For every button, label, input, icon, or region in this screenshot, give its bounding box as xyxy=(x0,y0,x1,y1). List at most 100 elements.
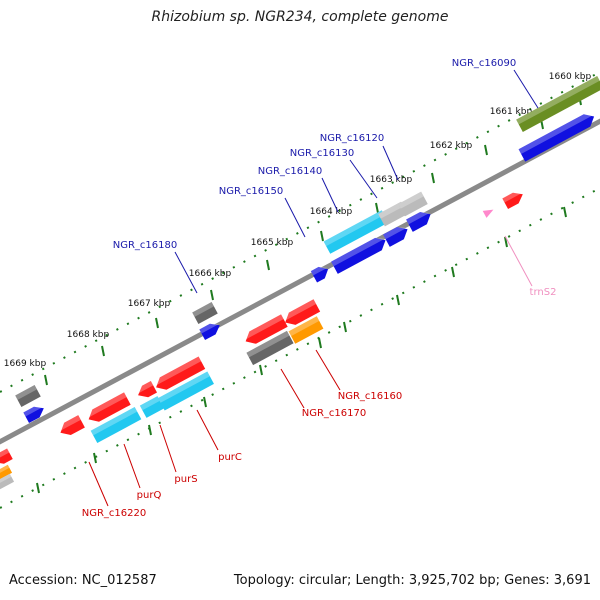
gene-feature-gray-2-shape xyxy=(15,385,41,407)
gene-feature-gray-light-1-highlight xyxy=(378,201,404,219)
inner-tick-track xyxy=(0,187,600,509)
trna-feature-trns2[interactable] xyxy=(482,206,496,218)
gene-feature-gray-1[interactable] xyxy=(192,302,218,324)
gene-feature-cyan-2-shape xyxy=(158,371,214,411)
kbp-label: 1668 kbp xyxy=(67,330,110,340)
gene-feature-gray-light-2[interactable] xyxy=(398,191,428,217)
gene-label-ngr-c16140[interactable]: NGR_c16140 xyxy=(258,166,323,177)
gene-label-ngr-c16160[interactable]: NGR_c16160 xyxy=(338,391,403,402)
trna-label-trns2[interactable]: trnS2 xyxy=(530,287,557,298)
kbp-label: 1661 kbp xyxy=(490,107,533,117)
major-ticks xyxy=(36,94,582,494)
leader-line-ngr-c16180 xyxy=(174,251,198,294)
leader-line-ngr-c16130 xyxy=(349,159,378,199)
leader-line-ngr-c16120 xyxy=(382,145,399,181)
trna-feature-shape xyxy=(482,209,494,218)
major-tick xyxy=(504,236,508,248)
gene-label-ngr-c16170[interactable]: NGR_c16170 xyxy=(302,408,367,419)
gene-feature-blue-5[interactable] xyxy=(310,263,331,283)
topology-summary: Topology: circular; Length: 3,925,702 bp… xyxy=(233,573,591,588)
gene-feature-ngr-c16160-highlight xyxy=(288,316,320,337)
gene-feature-red-4[interactable] xyxy=(57,415,85,439)
gene-feature-ngr-c16160-shape xyxy=(288,316,324,344)
gene-labels: NGR_c16090 NGR_c16120 NGR_c16130 NGR_c16140… xyxy=(82,58,557,519)
major-tick xyxy=(375,202,379,214)
major-tick xyxy=(148,424,152,436)
gene-feature-purc[interactable] xyxy=(153,356,206,394)
gene-feature-red-2-shape xyxy=(245,314,288,344)
gene-feature-purq-shape xyxy=(90,406,142,444)
gene-label-purs[interactable]: purS xyxy=(174,474,197,485)
major-tick xyxy=(343,321,347,333)
gene-feature-blue-3[interactable] xyxy=(383,223,411,247)
major-tick xyxy=(203,396,207,408)
kbp-label: 1660 kbp xyxy=(549,72,592,82)
leader-line-purc xyxy=(196,409,219,451)
gene-feature-purq[interactable] xyxy=(90,406,142,444)
gene-feature-purs-highlight xyxy=(139,396,161,411)
gene-feature-red-5[interactable] xyxy=(85,392,131,425)
major-tick xyxy=(101,345,105,357)
gene-feature-blue-4[interactable] xyxy=(406,208,434,232)
gene-label-purc[interactable]: purC xyxy=(218,452,242,463)
gene-feature-gray-light-3-shape xyxy=(0,473,15,491)
leader-line-ngr-c16150 xyxy=(284,197,306,238)
gene-feature-gray-light-3-highlight xyxy=(0,473,12,486)
major-tick xyxy=(93,452,97,464)
gene-label-ngr-c16130[interactable]: NGR_c16130 xyxy=(290,148,355,159)
accession-text: Accession: NC_012587 xyxy=(9,573,157,588)
gene-feature-red-7[interactable] xyxy=(0,448,13,467)
genome-backbone xyxy=(0,118,600,445)
gene-feature-blue-2[interactable] xyxy=(331,234,389,274)
major-tick xyxy=(396,294,400,306)
gene-feature-blue-1-highlight xyxy=(518,114,594,154)
gene-feature-blue-6[interactable] xyxy=(199,320,222,341)
gene-feature-gray-light-3[interactable] xyxy=(0,473,15,491)
kbp-label: 1666 kbp xyxy=(189,269,232,279)
kbp-label: 1664 kbp xyxy=(310,207,353,217)
gene-feature-red-7-highlight xyxy=(0,448,10,461)
gene-feature-blue-3-shape xyxy=(383,226,408,247)
leader-line-purs xyxy=(159,424,177,473)
leader-line-ngr-c16170 xyxy=(280,368,305,409)
gene-feature-red-2-highlight xyxy=(244,314,284,340)
gene-label-purq[interactable]: purQ xyxy=(137,490,162,501)
label-leader-lines xyxy=(88,69,539,507)
gene-feature-cyan-2[interactable] xyxy=(158,371,214,411)
gene-feature-red-2[interactable] xyxy=(242,314,288,347)
gene-feature-red-1[interactable] xyxy=(502,189,525,210)
gene-feature-orange-2-shape xyxy=(0,464,13,482)
major-tick xyxy=(44,374,48,386)
major-tick xyxy=(36,482,40,494)
gene-feature-blue-1[interactable] xyxy=(518,110,598,162)
gene-feature-ngr-c16160[interactable] xyxy=(288,316,324,344)
gene-feature-cyan-2-highlight xyxy=(158,371,210,403)
gene-feature-orange-2[interactable] xyxy=(0,464,13,482)
gene-feature-red-6-shape xyxy=(138,381,158,398)
major-tick xyxy=(266,259,270,271)
gene-feature-gray-2[interactable] xyxy=(15,385,41,407)
gene-feature-blue-6-shape xyxy=(199,323,220,341)
gene-feature-blue-5-highlight xyxy=(310,266,328,276)
gene-label-ngr-c16150[interactable]: NGR_c16150 xyxy=(219,186,284,197)
gene-feature-ngr-c16090[interactable] xyxy=(516,76,600,132)
gene-feature-blue-3-highlight xyxy=(383,226,407,240)
gene-feature-ngr-c16170-highlight xyxy=(246,330,290,358)
gene-feature-red-6[interactable] xyxy=(135,381,158,401)
gene-label-ngr-c16220[interactable]: NGR_c16220 xyxy=(82,508,147,519)
gene-feature-ngr-c16090-shape xyxy=(516,76,600,132)
gene-feature-cyan-1[interactable] xyxy=(323,210,389,254)
gene-feature-gray-light-2-shape xyxy=(398,191,428,217)
gene-label-ngr-c16090[interactable]: NGR_c16090 xyxy=(452,58,517,69)
gene-feature-red-3[interactable] xyxy=(282,299,321,328)
gene-feature-purs[interactable] xyxy=(139,396,165,418)
major-tick xyxy=(431,172,435,184)
gene-label-ngr-c16180[interactable]: NGR_c16180 xyxy=(113,240,178,251)
gene-label-ngr-c16120[interactable]: NGR_c16120 xyxy=(320,133,385,144)
gene-feature-ngr-c16170[interactable] xyxy=(246,330,294,366)
gene-feature-orange-2-highlight xyxy=(0,464,10,477)
gene-feature-blue-7[interactable] xyxy=(23,403,46,424)
gene-feature-blue-4-shape xyxy=(406,211,431,232)
